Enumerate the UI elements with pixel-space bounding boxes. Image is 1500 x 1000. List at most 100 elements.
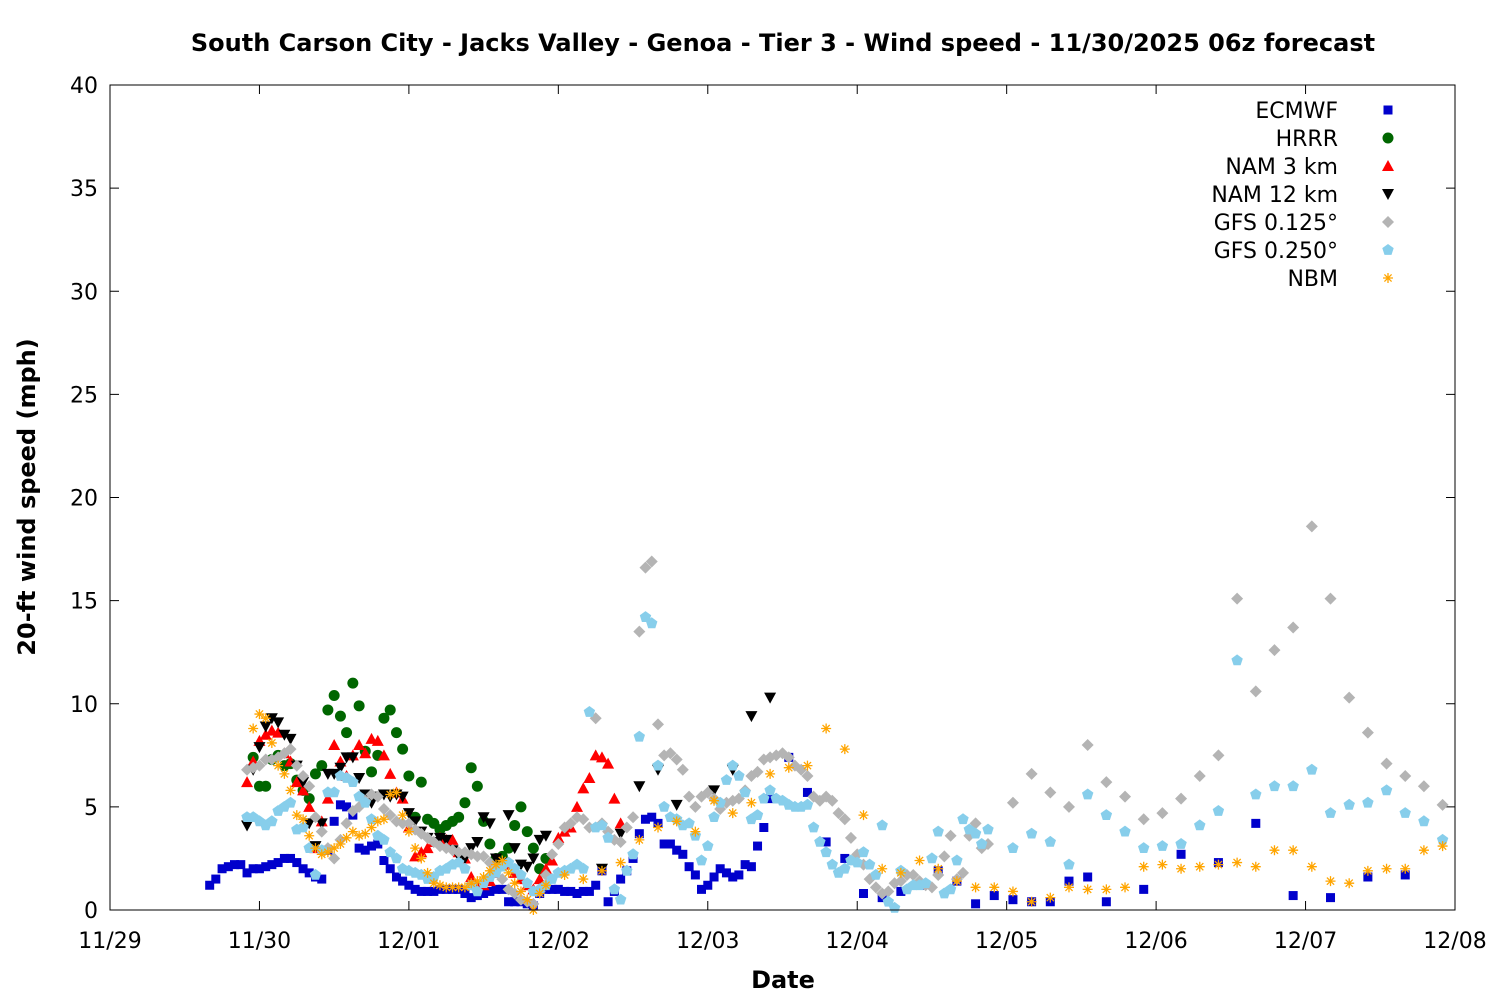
data-point-gfs-0-250 <box>807 821 820 833</box>
data-point-gfs-0-250 <box>390 852 403 864</box>
data-point-gfs-0-250 <box>1007 842 1019 853</box>
data-point-gfs-0-250 <box>347 776 359 787</box>
data-point-nbm <box>1007 886 1018 897</box>
data-point-gfs-0-250 <box>876 819 888 831</box>
data-point-nbm <box>447 882 458 893</box>
data-point-gfs-0-250 <box>1436 833 1449 845</box>
data-point-nam-12-km <box>477 812 490 824</box>
data-point-nam-12-km <box>539 830 552 842</box>
data-point-nbm <box>671 816 682 827</box>
data-point-ecmwf <box>223 862 233 872</box>
data-point-gfs-0-250 <box>733 769 745 781</box>
data-point-nbm <box>1437 841 1448 852</box>
data-point-gfs-0-125 <box>253 759 266 772</box>
data-point-nbm <box>821 723 832 734</box>
data-point-gfs-0-250 <box>1362 796 1374 808</box>
data-point-gfs-0-250 <box>1119 825 1131 837</box>
data-point-hrrr <box>347 677 359 689</box>
data-point-nam-12-km <box>297 777 310 789</box>
data-point-gfs-0-250 <box>1044 835 1056 847</box>
data-point-ecmwf <box>765 794 775 804</box>
data-point-ecmwf <box>690 870 700 880</box>
data-point-ecmwf <box>616 874 626 884</box>
axis-ticks: 0 5 10 15 20 25 30 35 40 11/29 11/30 12/01 12/02 12/0… <box>70 74 1487 954</box>
data-point-gfs-0-250 <box>509 862 521 874</box>
data-point-gfs-0-125 <box>1380 757 1393 770</box>
data-point-nam-3-km <box>377 749 390 761</box>
data-point-gfs-0-125 <box>1287 621 1300 634</box>
data-point-nbm <box>578 874 589 885</box>
data-point-gfs-0-125 <box>1399 769 1412 782</box>
data-point-nam-3-km <box>371 734 384 746</box>
data-point-gfs-0-125 <box>1249 685 1262 698</box>
data-point-nbm <box>1063 882 1074 893</box>
data-point-gfs-0-250 <box>727 759 739 771</box>
data-point-gfs-0-250 <box>1287 780 1299 792</box>
data-point-nbm <box>1213 859 1224 870</box>
data-point-gfs-0-250 <box>1418 815 1430 827</box>
data-point-gfs-0-125 <box>377 802 390 815</box>
data-point-nbm <box>254 709 265 720</box>
data-point-ecmwf <box>659 839 669 849</box>
data-point-nam-12-km <box>508 843 521 855</box>
data-point-nam-3-km <box>290 776 303 788</box>
data-point-hrrr <box>260 780 272 792</box>
data-point-nbm <box>1157 859 1168 870</box>
data-point-nam-12-km <box>764 692 777 704</box>
data-point-ecmwf <box>279 853 289 863</box>
data-point-ecmwf <box>672 845 682 855</box>
data-point-gfs-0-250 <box>639 611 652 622</box>
data-point-ecmwf <box>261 862 271 872</box>
data-point-gfs-0-250 <box>515 868 527 880</box>
data-point-gfs-0-125 <box>396 817 409 830</box>
data-point-gfs-0-125 <box>315 825 328 838</box>
x-tick-label: 11/30 <box>228 929 291 954</box>
data-point-gfs-0-250 <box>652 759 664 771</box>
data-point-nbm <box>615 857 626 868</box>
data-point-gfs-0-125 <box>1025 767 1038 780</box>
data-point-nam-12-km <box>633 781 646 793</box>
data-point-gfs-0-125 <box>471 850 484 863</box>
data-point-nbm <box>989 882 1000 893</box>
data-point-ecmwf <box>329 816 339 826</box>
data-point-nbm <box>378 814 389 825</box>
data-point-gfs-0-125 <box>944 829 957 842</box>
legend-marker-gfs-0-125 <box>1382 216 1394 228</box>
data-point-nam-12-km <box>521 861 534 873</box>
data-point-ecmwf <box>728 872 738 882</box>
data-point-nbm <box>540 880 551 891</box>
data-point-nbm <box>298 814 309 825</box>
data-point-gfs-0-125 <box>1044 786 1057 799</box>
data-point-ecmwf <box>286 853 296 863</box>
data-point-gfs-0-125 <box>564 817 577 830</box>
data-point-nam-3-km <box>583 772 596 783</box>
data-point-hrrr <box>397 743 409 755</box>
data-point-gfs-0-125 <box>1324 592 1337 605</box>
data-point-ecmwf <box>1326 893 1336 903</box>
data-point-nbm <box>839 744 850 755</box>
legend-label: NAM 3 km <box>1225 155 1338 180</box>
data-point-nbm <box>1250 861 1261 872</box>
data-point-ecmwf <box>746 862 756 872</box>
data-point-ecmwf <box>273 858 283 868</box>
data-point-nam-3-km <box>353 739 366 750</box>
data-point-gfs-0-125 <box>1231 592 1244 605</box>
data-point-gfs-0-250 <box>621 864 633 876</box>
data-point-hrrr <box>384 704 396 716</box>
data-point-gfs-0-125 <box>303 780 316 793</box>
data-point-nbm <box>354 830 365 841</box>
data-point-nbm <box>690 826 701 837</box>
data-point-ecmwf <box>398 876 408 886</box>
data-point-ecmwf <box>485 886 495 896</box>
data-point-gfs-0-250 <box>596 819 608 831</box>
data-point-nbm <box>391 787 402 798</box>
data-point-gfs-0-250 <box>359 796 371 808</box>
data-point-nbm <box>1138 861 1149 872</box>
data-point-gfs-0-125 <box>284 743 297 756</box>
data-point-gfs-0-125 <box>795 763 808 776</box>
data-point-nbm <box>534 888 545 899</box>
data-point-gfs-0-125 <box>577 813 590 826</box>
data-point-ecmwf <box>1288 891 1298 901</box>
data-point-gfs-0-125 <box>869 881 882 894</box>
data-point-gfs-0-250 <box>266 815 278 827</box>
